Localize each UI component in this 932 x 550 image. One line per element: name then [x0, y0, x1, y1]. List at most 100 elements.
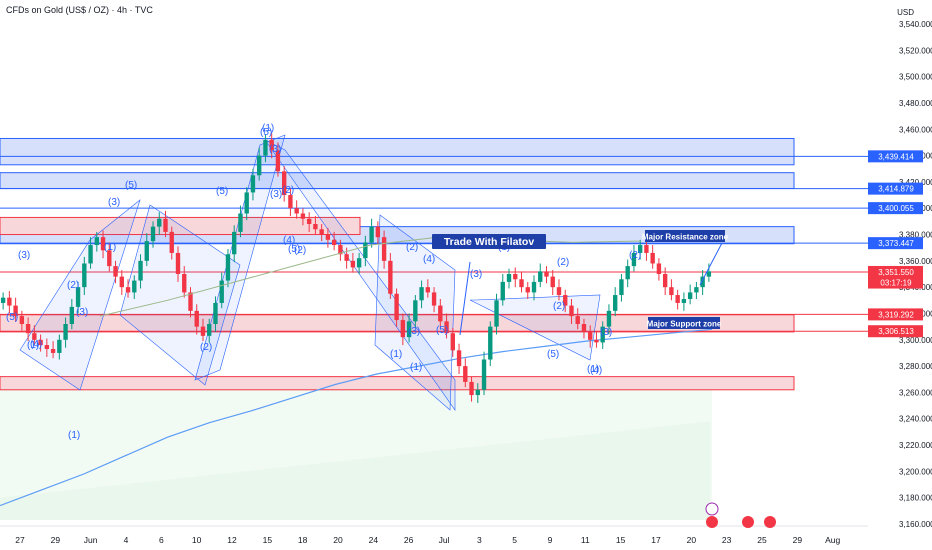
price-label-box: [868, 276, 923, 289]
candle-body: [569, 305, 574, 317]
candle-body: [194, 310, 199, 327]
candle-body: [481, 359, 487, 390]
y-tick-label: 3,420.000: [899, 178, 932, 187]
candle-body: [125, 287, 131, 293]
candle-body: [163, 218, 168, 232]
x-tick-label: 5: [512, 535, 517, 545]
banner-background: [432, 234, 546, 249]
candle-body: [107, 250, 112, 267]
x-tick-label: Jun: [84, 535, 98, 545]
candle-body: [32, 333, 37, 340]
fast-ma-line: [99, 236, 641, 317]
candle-body: [400, 320, 406, 338]
y-tick-label: 3,160.000: [899, 520, 932, 529]
wave-label: (3): [600, 327, 612, 338]
y-tick-label: 3,220.000: [899, 441, 932, 450]
candle-body: [581, 324, 587, 332]
x-tick-label: 15: [263, 535, 273, 545]
candle-body: [563, 295, 568, 306]
y-tick-label: 3,540.000: [899, 20, 932, 29]
candle-body: [637, 245, 643, 253]
candle-body: [331, 239, 337, 246]
candle-body: [188, 292, 193, 311]
candle-body: [113, 266, 118, 277]
wave-channel: [119, 204, 241, 386]
candle-body: [425, 287, 431, 293]
x-tick-label: 24: [369, 535, 379, 545]
candle-body: [132, 280, 137, 293]
candle-body: [687, 292, 693, 299]
candle-body: [444, 321, 449, 334]
resistance-label-box: [645, 230, 725, 242]
x-tick-label: 9: [548, 535, 553, 545]
candle-body: [644, 245, 649, 253]
y-tick-label: 3,380.000: [899, 231, 932, 240]
candle-body: [619, 279, 624, 296]
candle-body: [463, 366, 468, 382]
candle-body: [100, 237, 106, 251]
price-label-box: [868, 265, 923, 278]
price-label-text: 3,373.447: [878, 239, 914, 248]
candle-body: [694, 287, 699, 293]
candle-body: [57, 339, 62, 353]
candle-body: [531, 281, 537, 293]
x-tick-label: 20: [687, 535, 697, 545]
price-label-box: [868, 308, 923, 321]
price-label-text: 3,400.055: [878, 204, 914, 213]
x-tick-label: 26: [404, 535, 414, 545]
candle-body: [269, 139, 274, 151]
price-label-text: 3,319.292: [878, 310, 914, 319]
candle-body: [494, 300, 499, 327]
candle-body: [225, 254, 231, 281]
wave-label: (1): [262, 123, 274, 134]
candle-body: [182, 274, 187, 293]
candle-body: [662, 274, 668, 288]
candle-body: [556, 287, 562, 296]
candle-body: [219, 280, 224, 303]
wave-label: (3): [76, 307, 88, 318]
y-tick-label: 3,480.000: [899, 99, 932, 108]
candle-body: [469, 381, 474, 396]
candle-body: [519, 279, 524, 288]
zone-resistance: [0, 172, 795, 189]
price-label-text: 3,306.513: [878, 327, 914, 336]
wave-label: (3): [269, 144, 281, 155]
wave-label: (1): [27, 340, 39, 351]
y-tick-label: 3,300.000: [899, 336, 932, 345]
x-tick-label: 29: [51, 535, 61, 545]
candle-body: [144, 241, 149, 261]
candle-body: [7, 297, 12, 306]
candle-body: [606, 310, 612, 327]
x-tick-label: 6: [159, 535, 164, 545]
wave-label: (3): [108, 197, 120, 208]
candle-body: [69, 306, 75, 324]
candle-body: [232, 231, 237, 255]
candle-body: [213, 302, 218, 324]
candle-body: [63, 324, 68, 340]
candle-body: [525, 287, 530, 293]
y-tick-label: 3,360.000: [899, 257, 932, 266]
price-label-text: 3,439.414: [878, 152, 914, 161]
wave-label: (1): [390, 349, 402, 360]
y-tick-label: 3,240.000: [899, 415, 932, 424]
candle-body: [356, 258, 362, 268]
flag-icon: [742, 516, 754, 528]
candle-body: [675, 295, 680, 303]
y-tick-label: 3,460.000: [899, 125, 932, 134]
candle-body: [119, 276, 124, 288]
candle-body: [375, 226, 381, 238]
wave-label: (5): [436, 325, 448, 336]
x-tick-label: 20: [333, 535, 343, 545]
zone-support: [0, 216, 361, 236]
wave-label: (2): [282, 185, 294, 196]
wave-label: (4): [283, 235, 295, 246]
candle-body: [207, 324, 212, 336]
candle-body: [456, 350, 462, 367]
x-tick-label: 11: [581, 535, 590, 545]
wave-label: (2): [200, 342, 212, 353]
candle-body: [19, 316, 25, 324]
projection-arrow: [699, 242, 723, 286]
zone-resistance: [0, 137, 795, 166]
